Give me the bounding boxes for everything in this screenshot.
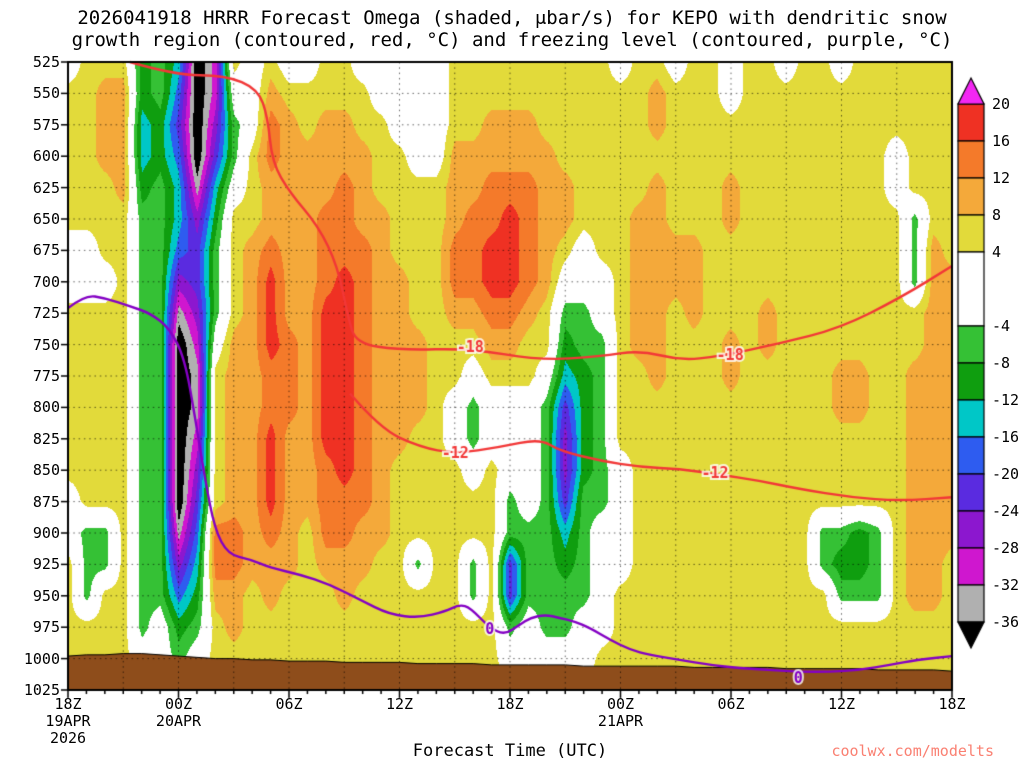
x-tick-label: 00Z xyxy=(164,695,193,713)
colorbar-tick-label: 16 xyxy=(992,132,1011,150)
colorbar-tick-label: 20 xyxy=(992,95,1011,113)
y-tick-label: 775 xyxy=(32,367,60,385)
colorbar-tick-label: -16 xyxy=(992,428,1020,446)
y-tick-label: 575 xyxy=(32,115,60,134)
y-tick-label: 675 xyxy=(32,241,60,260)
colorbar-tick-label: 8 xyxy=(992,206,1002,224)
y-tick-label: 850 xyxy=(32,461,60,480)
chart-title-line2: growth region (contoured, red, °C) and f… xyxy=(71,29,953,51)
y-tick-label: 875 xyxy=(32,492,60,511)
y-tick-label: 950 xyxy=(32,586,60,605)
x-tick-label: 06Z xyxy=(275,695,303,713)
date-label: 2026 xyxy=(49,729,87,747)
y-tick-label: 650 xyxy=(32,210,60,228)
colorbar-tick-label: -36 xyxy=(992,613,1020,631)
x-tick-label: 06Z xyxy=(717,695,745,713)
chart-title-line1: 2026041918 HRRR Forecast Omega (shaded, … xyxy=(77,7,947,29)
date-label: 21APR xyxy=(597,712,644,730)
y-tick-label: 1000 xyxy=(23,649,60,668)
y-tick-label: 600 xyxy=(32,147,60,166)
x-axis-title: Forecast Time (UTC) xyxy=(412,741,608,761)
y-tick-label: 1025 xyxy=(23,681,60,699)
watermark-link[interactable]: coolwx.com/modelts xyxy=(831,742,994,760)
x-tick-label: 12Z xyxy=(385,695,414,713)
y-tick-label: 975 xyxy=(32,618,60,637)
x-tick-label: 18Z xyxy=(54,695,82,713)
y-tick-label: 750 xyxy=(32,335,60,354)
x-tick-label: 18Z xyxy=(938,695,966,713)
colorbar-tick-label: -20 xyxy=(992,465,1020,483)
y-tick-label: 825 xyxy=(32,429,60,448)
colorbar-tick-label: -4 xyxy=(992,317,1011,335)
colorbar-tick-label: 12 xyxy=(992,169,1011,187)
y-tick-label: 700 xyxy=(32,272,60,291)
y-tick-label: 925 xyxy=(32,555,60,574)
x-tick-label: 18Z xyxy=(496,695,524,713)
y-tick-label: 625 xyxy=(32,178,60,197)
y-tick-label: 725 xyxy=(32,304,60,323)
date-label: 20APR xyxy=(155,712,202,730)
colorbar-tick-label: -8 xyxy=(992,354,1011,372)
y-tick-label: 900 xyxy=(32,524,60,542)
x-tick-label: 12Z xyxy=(827,695,856,713)
colorbar-tick-label: -12 xyxy=(992,391,1020,409)
y-tick-label: 550 xyxy=(32,84,60,103)
colorbar-tick-label: 4 xyxy=(992,243,1002,261)
colorbar-tick-label: -24 xyxy=(992,502,1020,520)
date-label: 19APR xyxy=(45,712,91,730)
y-tick-label: 525 xyxy=(32,53,60,71)
colorbar-tick-label: -28 xyxy=(992,539,1020,557)
colorbar-tick-label: -32 xyxy=(992,576,1020,594)
x-tick-label: 00Z xyxy=(606,695,635,713)
y-tick-label: 800 xyxy=(32,398,60,417)
